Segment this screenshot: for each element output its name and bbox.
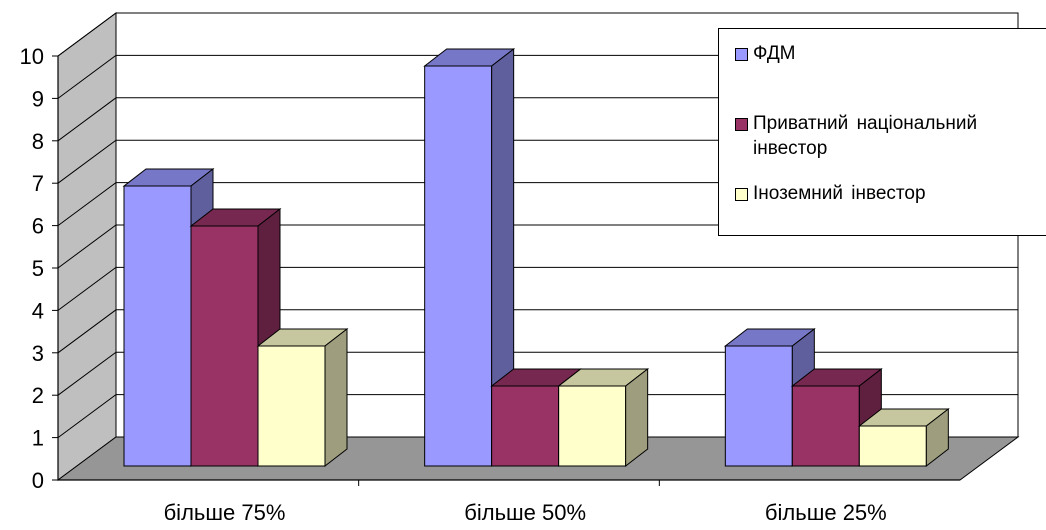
y-tick-label: 1 bbox=[32, 426, 44, 451]
bar bbox=[557, 367, 650, 468]
legend-swatch bbox=[735, 118, 748, 131]
legend-swatch bbox=[735, 188, 748, 201]
x-tick-label: більше 25% bbox=[765, 500, 887, 525]
gridline bbox=[57, 54, 1018, 99]
legend-item: Іноземний інвестор bbox=[735, 181, 926, 206]
y-tick-label: 10 bbox=[20, 44, 44, 69]
chart-legend: ФДМ Приватний національний інвестор Інозем… bbox=[718, 28, 1046, 236]
bar-side bbox=[625, 367, 649, 468]
bar-front bbox=[724, 345, 793, 467]
y-tick-label: 0 bbox=[32, 468, 44, 493]
y-tick-label: 7 bbox=[32, 171, 44, 196]
y-tick-label: 5 bbox=[32, 256, 44, 281]
gridline bbox=[57, 394, 1018, 439]
gridline bbox=[57, 224, 1018, 269]
bar-front bbox=[123, 185, 192, 467]
bar-front bbox=[424, 65, 493, 467]
bar-front bbox=[858, 425, 927, 467]
bar-front bbox=[791, 385, 860, 467]
bar-side bbox=[324, 327, 348, 468]
legend-item: ФДМ bbox=[735, 41, 796, 66]
y-tick-label: 2 bbox=[32, 383, 44, 408]
bar-front bbox=[491, 385, 560, 467]
gridline bbox=[57, 266, 1018, 311]
x-tick-label: більше 50% bbox=[464, 500, 586, 525]
bar-front bbox=[558, 385, 627, 467]
bar bbox=[423, 47, 516, 468]
bar-side bbox=[925, 407, 949, 468]
y-tick-label: 9 bbox=[32, 86, 44, 111]
gridline bbox=[57, 351, 1018, 396]
y-tick-label: 3 bbox=[32, 341, 44, 366]
legend-swatch bbox=[735, 48, 748, 61]
bar-front bbox=[257, 345, 326, 467]
gridline bbox=[57, 12, 1018, 57]
y-tick-label: 8 bbox=[32, 129, 44, 154]
bar-front bbox=[190, 225, 259, 467]
bar bbox=[857, 407, 950, 468]
legend-item: Приватний національний інвестор bbox=[735, 111, 977, 161]
gridline bbox=[57, 182, 1018, 227]
y-tick-label: 6 bbox=[32, 214, 44, 239]
gridline bbox=[57, 139, 1018, 184]
gridline bbox=[57, 309, 1018, 354]
legend-label: Іноземний інвестор bbox=[753, 183, 926, 204]
x-tick-label: більше 75% bbox=[164, 500, 286, 525]
y-tick-label: 4 bbox=[32, 298, 44, 323]
bar bbox=[256, 327, 349, 468]
legend-label: ФДМ bbox=[753, 43, 796, 64]
gridline bbox=[57, 97, 1018, 142]
legend-label: Приватний національний інвестор bbox=[753, 113, 978, 159]
